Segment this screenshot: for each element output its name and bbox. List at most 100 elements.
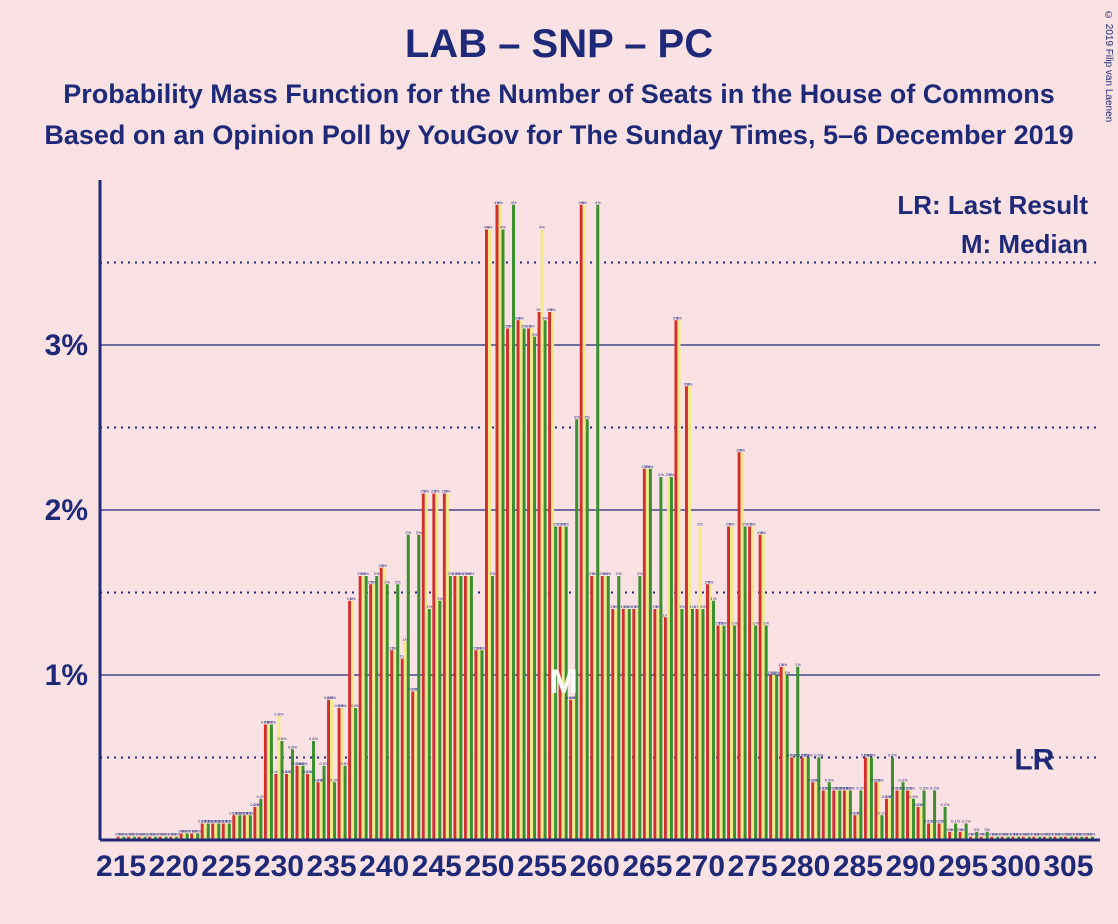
svg-text:230: 230 — [254, 850, 304, 883]
svg-text:220: 220 — [149, 850, 199, 883]
svg-text:1%: 1% — [732, 621, 738, 626]
svg-text:285: 285 — [833, 850, 883, 883]
svg-text:2%: 2% — [395, 579, 401, 584]
svg-text:235: 235 — [307, 850, 357, 883]
svg-text:0.1%: 0.1% — [962, 819, 972, 824]
svg-text:1%: 1% — [763, 621, 769, 626]
svg-text:2%: 2% — [637, 571, 643, 576]
svg-text:2%: 2% — [739, 447, 745, 452]
svg-text:1%: 1% — [437, 596, 443, 601]
chart-title: LAB – SNP – PC — [0, 0, 1118, 67]
svg-text:2%: 2% — [434, 489, 440, 494]
copyright-text: © 2019 Filip van Laenen — [1103, 10, 1114, 122]
svg-text:0.1%: 0.1% — [951, 819, 961, 824]
chart-area: 0%0%0%0%0%0%0%0%0%0%0%0%0%0%0%0%0%0%0%0%… — [35, 180, 1105, 910]
svg-text:240: 240 — [359, 850, 409, 883]
svg-text:0.5%: 0.5% — [867, 753, 877, 758]
svg-text:M: M — [550, 663, 578, 701]
svg-text:0.6%: 0.6% — [277, 736, 287, 741]
svg-text:0.6%: 0.6% — [288, 744, 298, 749]
svg-text:1%: 1% — [784, 670, 790, 675]
svg-text:2%: 2% — [605, 571, 611, 576]
svg-text:0.5%: 0.5% — [298, 761, 308, 766]
svg-text:2%: 2% — [658, 472, 664, 477]
svg-text:1%: 1% — [45, 659, 88, 692]
chart-subtitle-1: Probability Mass Function for the Number… — [0, 67, 1118, 110]
svg-text:3%: 3% — [584, 414, 590, 419]
svg-text:250: 250 — [464, 850, 514, 883]
svg-text:0.3%: 0.3% — [930, 786, 940, 791]
svg-text:4%: 4% — [500, 225, 506, 230]
svg-text:1%: 1% — [426, 604, 432, 609]
svg-text:275: 275 — [728, 850, 778, 883]
svg-text:2%: 2% — [708, 579, 714, 584]
svg-text:1%: 1% — [711, 596, 717, 601]
svg-text:2%: 2% — [444, 489, 450, 494]
svg-text:2%: 2% — [469, 571, 475, 576]
svg-text:2%: 2% — [416, 530, 422, 535]
svg-text:3%: 3% — [676, 315, 682, 320]
svg-text:295: 295 — [938, 850, 988, 883]
svg-text:270: 270 — [675, 850, 725, 883]
svg-text:2%: 2% — [697, 522, 703, 527]
svg-text:305: 305 — [1043, 850, 1093, 883]
svg-text:1%: 1% — [795, 662, 801, 667]
svg-text:0.8%: 0.8% — [327, 695, 337, 700]
svg-text:3%: 3% — [687, 381, 693, 386]
svg-text:3%: 3% — [550, 307, 556, 312]
svg-text:1%: 1% — [774, 670, 780, 675]
svg-text:1%: 1% — [679, 604, 685, 609]
svg-text:300: 300 — [991, 850, 1041, 883]
svg-text:245: 245 — [412, 850, 462, 883]
svg-text:260: 260 — [570, 850, 620, 883]
svg-text:2%: 2% — [760, 530, 766, 535]
svg-text:0.8%: 0.8% — [338, 703, 348, 708]
svg-text:3%: 3% — [45, 329, 88, 362]
svg-text:4%: 4% — [497, 200, 503, 205]
svg-text:0.3%: 0.3% — [909, 794, 919, 799]
svg-text:0.3%: 0.3% — [846, 786, 856, 791]
svg-text:0.3%: 0.3% — [919, 786, 929, 791]
svg-text:2%: 2% — [750, 522, 756, 527]
svg-text:2%: 2% — [363, 571, 369, 576]
svg-text:2%: 2% — [669, 472, 675, 477]
svg-text:0.3%: 0.3% — [898, 777, 908, 782]
svg-text:2%: 2% — [384, 579, 390, 584]
svg-text:225: 225 — [201, 850, 251, 883]
svg-text:3%: 3% — [529, 324, 535, 329]
svg-text:0.5%: 0.5% — [804, 753, 814, 758]
svg-text:2%: 2% — [490, 571, 496, 576]
svg-text:265: 265 — [622, 850, 672, 883]
svg-text:3%: 3% — [518, 315, 524, 320]
svg-text:0.6%: 0.6% — [309, 736, 319, 741]
svg-text:2%: 2% — [647, 464, 653, 469]
svg-text:4%: 4% — [595, 200, 601, 205]
svg-text:2%: 2% — [616, 571, 622, 576]
svg-text:215: 215 — [96, 850, 146, 883]
svg-text:4%: 4% — [487, 225, 493, 230]
svg-text:255: 255 — [517, 850, 567, 883]
svg-text:1%: 1% — [753, 621, 759, 626]
svg-text:4%: 4% — [581, 200, 587, 205]
svg-text:0.3%: 0.3% — [874, 777, 884, 782]
svg-text:0.7%: 0.7% — [267, 720, 277, 725]
svg-text:1%: 1% — [479, 645, 485, 650]
svg-text:2%: 2% — [729, 522, 735, 527]
svg-text:0%: 0% — [195, 828, 201, 833]
svg-text:2%: 2% — [423, 489, 429, 494]
svg-text:2%: 2% — [405, 530, 411, 535]
svg-text:3%: 3% — [532, 332, 538, 337]
svg-text:0.5%: 0.5% — [888, 753, 898, 758]
svg-text:4%: 4% — [539, 225, 545, 230]
svg-text:1%: 1% — [781, 662, 787, 667]
svg-text:2%: 2% — [45, 494, 88, 527]
svg-text:3%: 3% — [542, 315, 548, 320]
svg-text:0.3%: 0.3% — [825, 777, 835, 782]
svg-text:0.8%: 0.8% — [274, 711, 284, 716]
svg-text:290: 290 — [885, 850, 935, 883]
svg-text:0.3%: 0.3% — [906, 786, 916, 791]
svg-text:1%: 1% — [350, 596, 356, 601]
svg-text:4%: 4% — [511, 200, 517, 205]
svg-text:1%: 1% — [700, 604, 706, 609]
svg-text:2%: 2% — [374, 571, 380, 576]
